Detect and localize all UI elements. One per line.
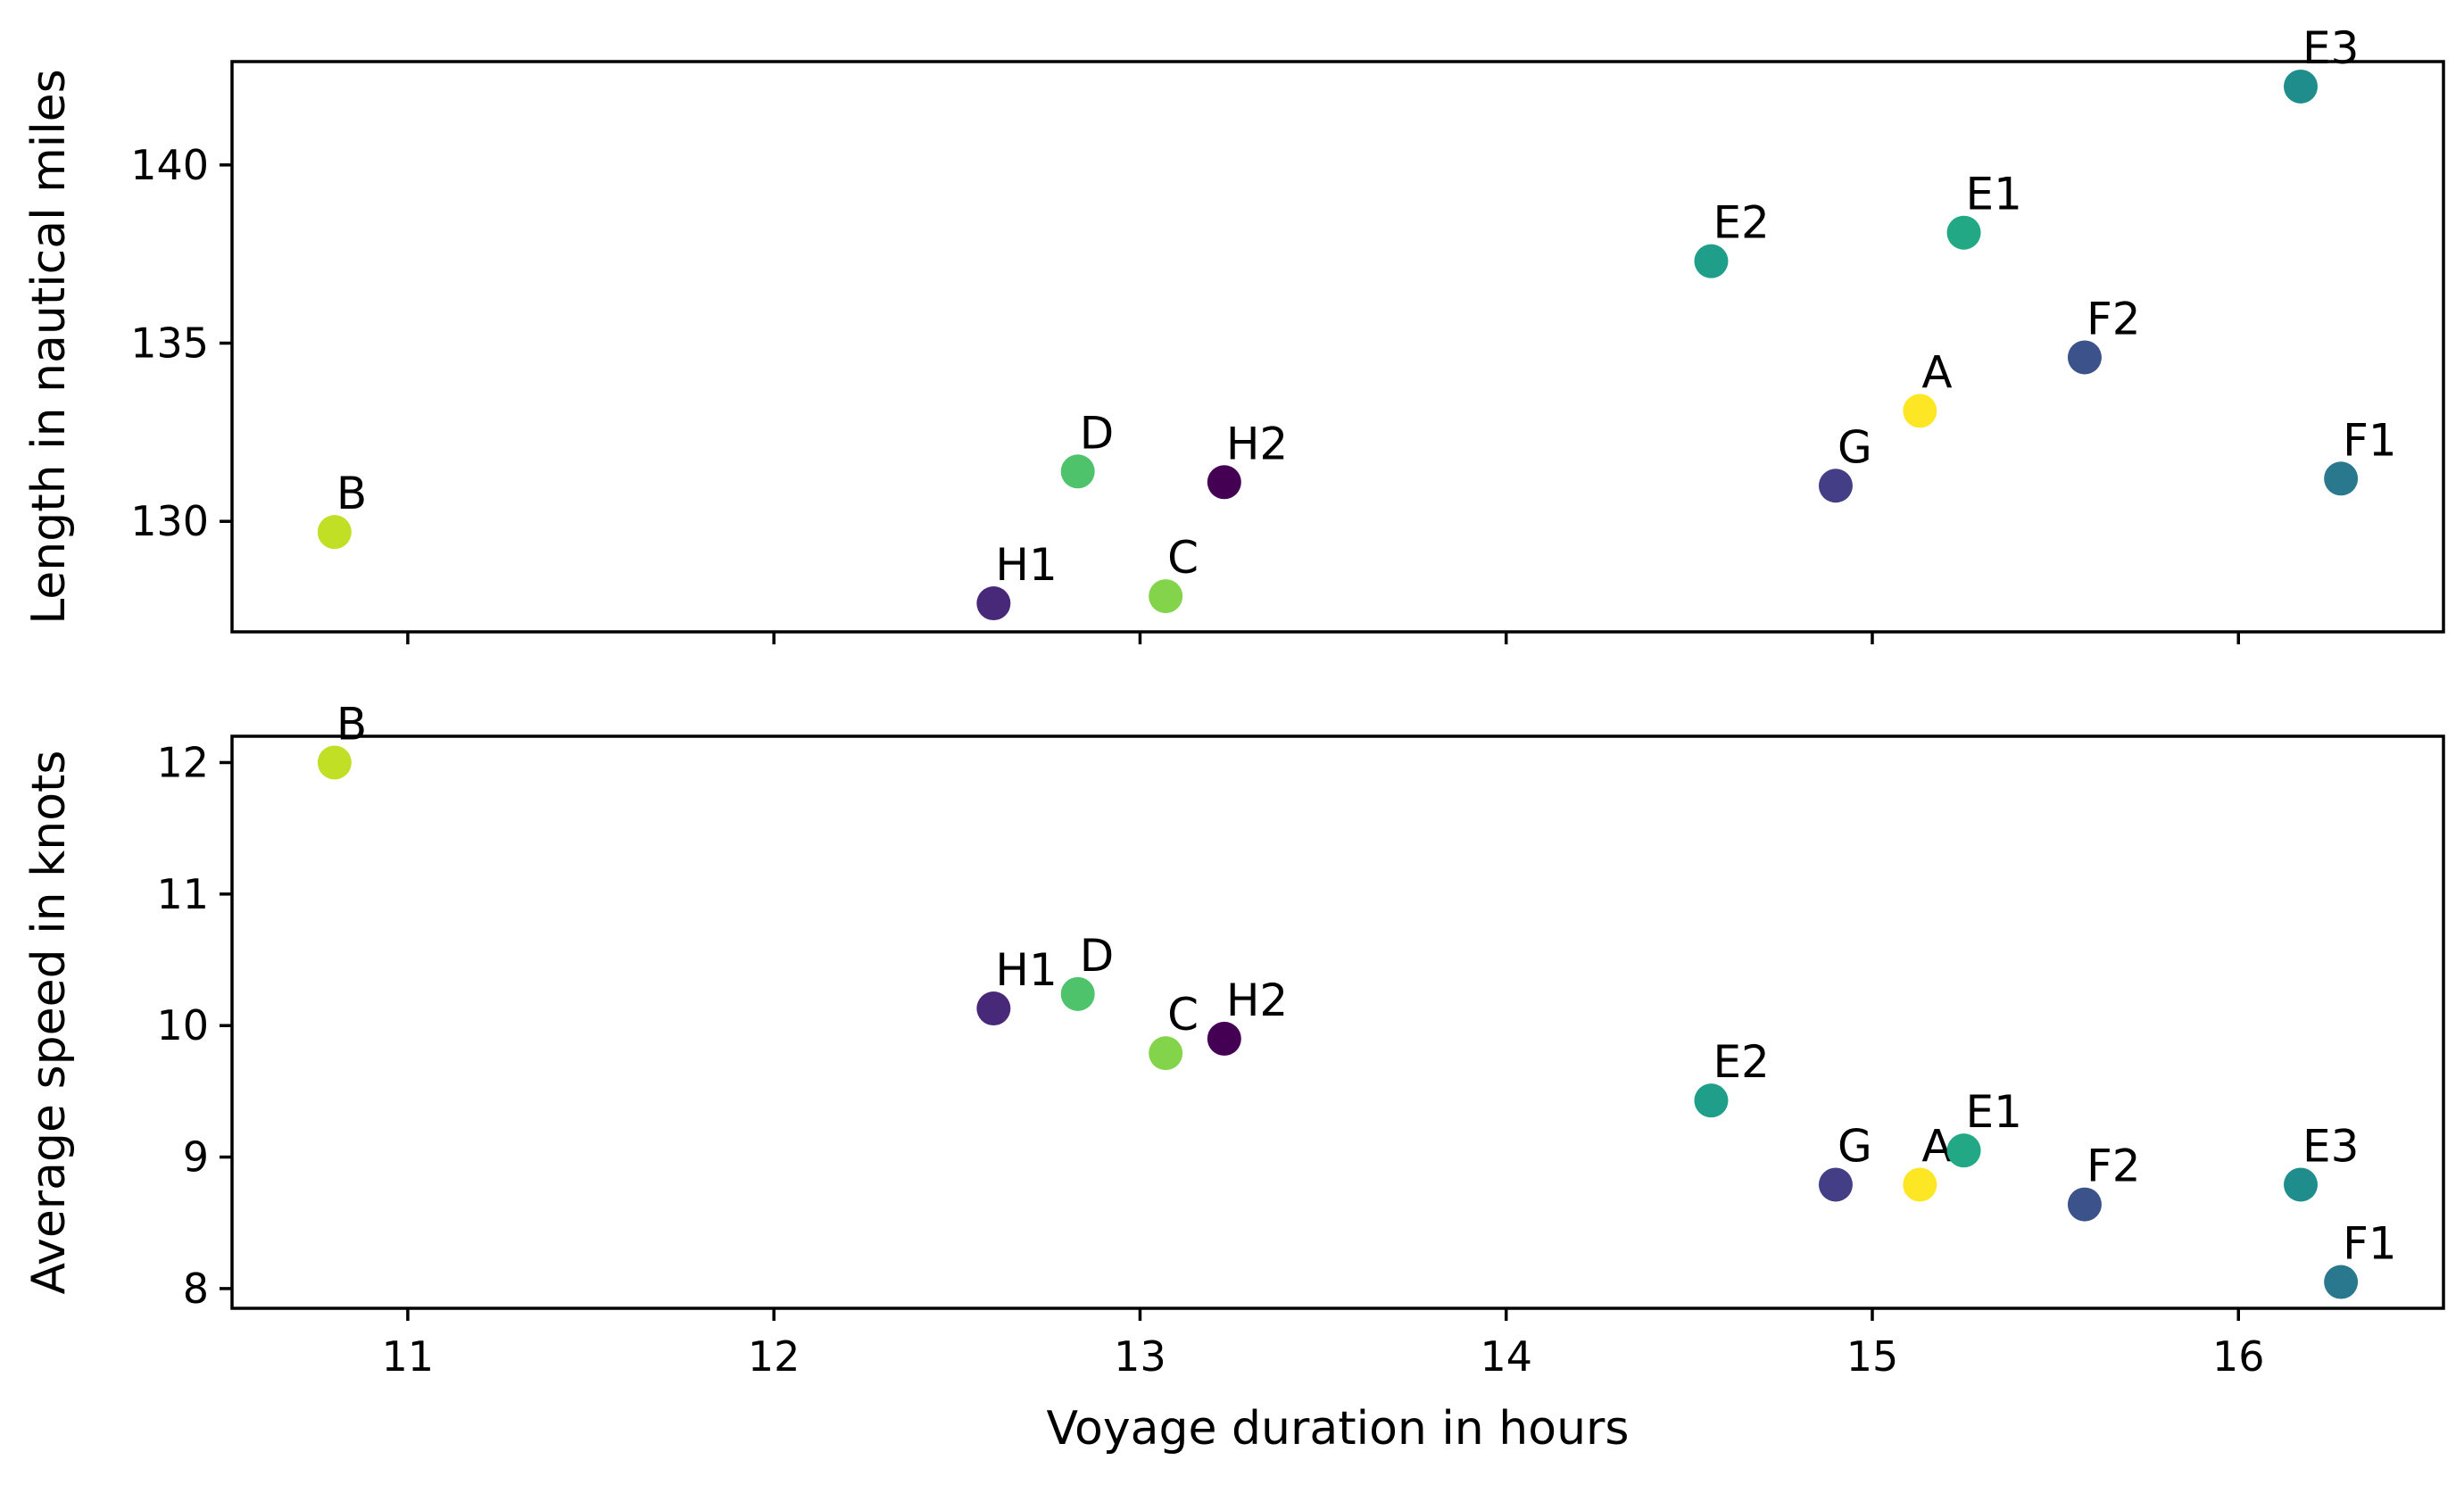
top-data-point xyxy=(1060,454,1095,489)
bottom-data-point-label: E1 xyxy=(1966,1086,2022,1138)
bottom-data-point-label: B xyxy=(336,698,367,750)
bottom-data-point xyxy=(1818,1167,1853,1202)
top-data-point-label: E1 xyxy=(1966,169,2022,220)
top-data-point xyxy=(976,586,1011,621)
top-plot-frame xyxy=(230,60,2445,634)
top-data-point-label: H1 xyxy=(995,539,1057,591)
bottom-data-point xyxy=(2283,1167,2318,1202)
bottom-data-point-label: F1 xyxy=(2343,1218,2397,1270)
top-data-point xyxy=(1149,579,1183,614)
bottom-data-point xyxy=(1060,976,1095,1011)
top-y-tick-label: 140 xyxy=(130,141,209,189)
bottom-scatter-panel: 11 12 13 14 15 16 8 9 10 11 12 Average speed in kno… xyxy=(22,698,2445,1456)
bottom-y-tick-label: 8 xyxy=(183,1265,209,1313)
top-data-point-label: A xyxy=(1921,346,1952,398)
bottom-y-axis-label: Average speed in knots xyxy=(22,751,76,1295)
bottom-x-tick-label: 16 xyxy=(2212,1332,2265,1381)
top-data-point xyxy=(2283,69,2318,104)
top-scatter-panel: 130 135 140 Length in nautical miles A B C D E1 E… xyxy=(22,22,2445,644)
bottom-data-point-label: C xyxy=(1167,989,1199,1041)
bottom-x-axis-label: Voyage duration in hours xyxy=(1047,1402,1630,1456)
bottom-data-point-label: A xyxy=(1921,1120,1952,1172)
bottom-y-tick-label: 10 xyxy=(156,1001,209,1049)
bottom-data-point-label: G xyxy=(1838,1120,1872,1172)
bottom-data-point xyxy=(1946,1133,1981,1168)
top-y-tick-label: 135 xyxy=(130,319,209,368)
top-data-point xyxy=(2067,340,2102,375)
top-data-point-label: E3 xyxy=(2302,22,2359,74)
top-data-point xyxy=(1946,215,1981,250)
bottom-data-point xyxy=(1694,1083,1729,1118)
bottom-y-tick-label: 11 xyxy=(156,870,209,918)
top-data-point-label: C xyxy=(1167,532,1199,584)
bottom-data-point-label: F2 xyxy=(2087,1141,2141,1192)
bottom-data-point xyxy=(2324,1265,2359,1299)
top-data-point-label: D xyxy=(1080,407,1115,459)
top-data-point xyxy=(1694,244,1729,278)
top-y-axis-label: Length in nautical miles xyxy=(22,69,76,625)
bottom-x-tick-label: 12 xyxy=(748,1332,801,1381)
bottom-data-point xyxy=(317,745,352,780)
bottom-x-tick-label: 11 xyxy=(382,1332,435,1381)
bottom-y-tick-label: 12 xyxy=(156,738,209,786)
top-data-point xyxy=(1207,465,1241,500)
bottom-data-point xyxy=(1149,1036,1183,1071)
top-data-point-label: B xyxy=(336,468,367,519)
top-data-point-label: E2 xyxy=(1713,197,1769,249)
bottom-x-tick-label: 14 xyxy=(1480,1332,1532,1381)
top-data-point-label: G xyxy=(1838,421,1872,473)
top-data-point xyxy=(2324,461,2359,496)
top-data-point-label: H2 xyxy=(1226,418,1288,469)
bottom-data-point xyxy=(1207,1021,1241,1056)
top-data-point xyxy=(1818,469,1853,503)
top-y-tick-label: 130 xyxy=(130,497,209,545)
bottom-y-tick-label: 9 xyxy=(183,1133,209,1182)
bottom-data-point-label: H1 xyxy=(995,944,1057,996)
bottom-x-tick-label: 13 xyxy=(1114,1332,1166,1381)
top-data-point xyxy=(1903,394,1937,428)
bottom-x-tick-label: 15 xyxy=(1846,1332,1899,1381)
bottom-data-point-label: H2 xyxy=(1226,975,1288,1026)
top-data-point-label: F2 xyxy=(2087,293,2141,344)
bottom-data-point xyxy=(2067,1187,2102,1222)
bottom-data-point-label: D xyxy=(1080,930,1115,982)
bottom-data-point xyxy=(1903,1167,1937,1202)
top-data-point-label: F1 xyxy=(2343,414,2397,466)
bottom-plot-frame xyxy=(230,734,2445,1310)
top-data-point xyxy=(317,515,352,550)
bottom-data-point xyxy=(976,991,1011,1026)
bottom-data-point-label: E2 xyxy=(1713,1036,1769,1088)
bottom-data-point-label: E3 xyxy=(2302,1120,2359,1172)
